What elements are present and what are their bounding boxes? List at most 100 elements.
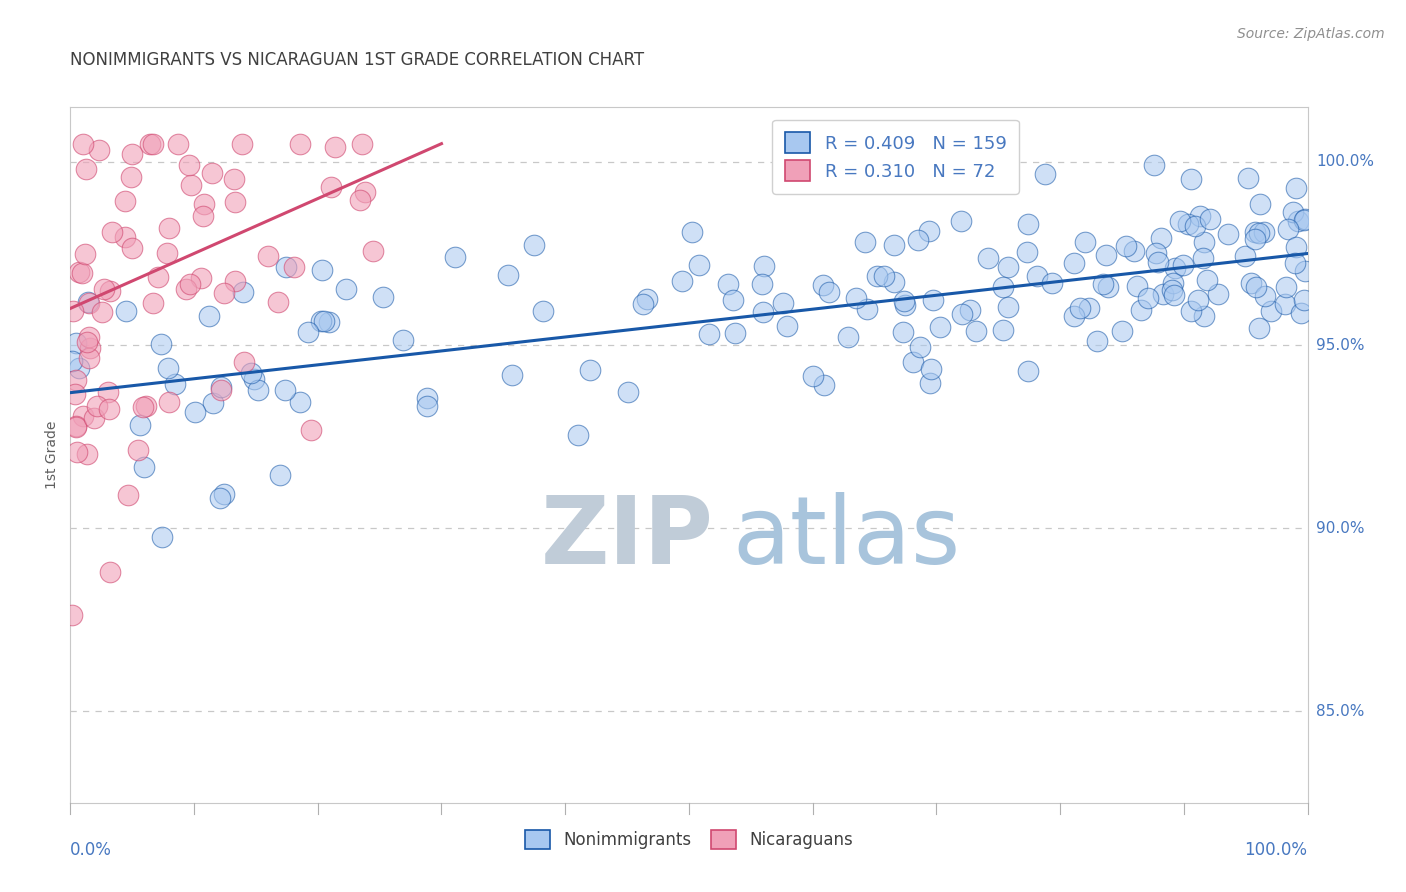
Point [993, 323, 1015, 337]
Point [354, 185, 377, 199]
Point [1275, 279, 1298, 293]
Point [929, 319, 952, 334]
Point [93, 281, 115, 295]
Point [1253, 225, 1275, 239]
Point [138, 136, 160, 151]
Point [83, 411, 105, 425]
Point [1143, 158, 1166, 172]
Point [297, 325, 319, 339]
Point [1164, 260, 1187, 275]
Point [67, 264, 90, 278]
Point [174, 282, 197, 296]
Point [148, 269, 170, 284]
Point [167, 136, 190, 151]
Point [1033, 167, 1056, 181]
Point [1295, 212, 1317, 227]
Point [1192, 235, 1215, 250]
Point [335, 282, 357, 296]
Point [891, 326, 914, 340]
Point [893, 293, 915, 308]
Point [1017, 363, 1039, 377]
Point [191, 209, 214, 223]
Point [1246, 279, 1268, 293]
Point [883, 238, 905, 252]
Point [180, 178, 202, 193]
Point [87, 143, 110, 157]
Point [918, 376, 941, 390]
Point [866, 268, 889, 283]
Point [319, 179, 342, 194]
Point [901, 354, 924, 368]
Point [179, 277, 201, 292]
Point [224, 274, 246, 288]
Point [232, 355, 254, 369]
Point [70, 266, 93, 280]
Point [274, 384, 297, 398]
Point [724, 326, 747, 341]
Point [201, 166, 224, 180]
Point [132, 400, 155, 414]
Point [1206, 286, 1229, 301]
Point [1244, 232, 1267, 246]
Point [617, 384, 640, 399]
Point [157, 395, 180, 409]
Point [751, 277, 773, 292]
Point [114, 194, 136, 209]
Point [98, 401, 121, 416]
Point [224, 195, 246, 210]
Text: 0.0%: 0.0% [70, 841, 112, 859]
Point [114, 230, 136, 244]
Point [1063, 255, 1085, 269]
Point [323, 139, 346, 153]
Point [883, 276, 905, 290]
Point [65, 418, 87, 433]
Point [318, 315, 340, 329]
Point [772, 295, 794, 310]
Point [190, 271, 212, 285]
Point [350, 136, 373, 151]
Point [132, 459, 155, 474]
Point [1240, 276, 1263, 290]
Point [578, 363, 600, 377]
Point [721, 293, 744, 307]
Point [1284, 256, 1306, 270]
Point [1111, 324, 1133, 338]
Point [950, 307, 973, 321]
Point [240, 367, 263, 381]
Point [671, 274, 693, 288]
Point [1180, 303, 1202, 318]
Point [349, 193, 371, 207]
Y-axis label: 1st Grade: 1st Grade [45, 421, 59, 489]
Point [91, 304, 114, 318]
Text: 90.0%: 90.0% [1316, 521, 1364, 536]
Point [1152, 286, 1174, 301]
Point [135, 399, 157, 413]
Point [977, 251, 1000, 265]
Point [1216, 227, 1239, 241]
Point [66, 445, 89, 459]
Point [243, 372, 266, 386]
Point [752, 259, 775, 273]
Point [117, 488, 139, 502]
Point [1237, 170, 1260, 185]
Text: 100.0%: 100.0% [1244, 841, 1308, 859]
Point [209, 383, 232, 397]
Text: NONIMMIGRANTS VS NICARAGUAN 1ST GRADE CORRELATION CHART: NONIMMIGRANTS VS NICARAGUAN 1ST GRADE CO… [70, 52, 644, 70]
Point [1074, 235, 1097, 249]
Point [209, 491, 232, 506]
Point [129, 418, 152, 433]
Point [1180, 171, 1202, 186]
Point [193, 197, 215, 211]
Point [1163, 276, 1185, 290]
Point [1285, 240, 1308, 254]
Point [290, 395, 312, 409]
Text: Source: ZipAtlas.com: Source: ZipAtlas.com [1237, 27, 1385, 41]
Point [72, 409, 94, 423]
Point [1017, 244, 1039, 259]
Point [311, 313, 333, 327]
Point [65, 335, 87, 350]
Point [63, 387, 86, 401]
Point [415, 391, 437, 405]
Point [1199, 212, 1222, 227]
Point [1017, 218, 1039, 232]
